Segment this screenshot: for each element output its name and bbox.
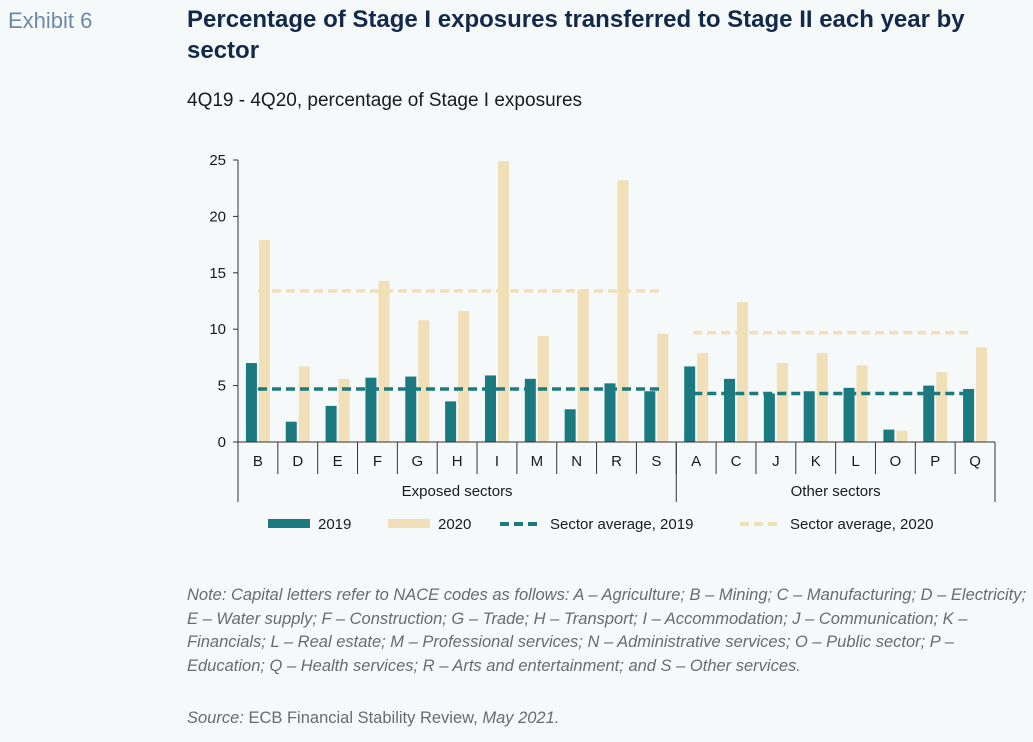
bar-2020 [298,366,310,442]
bar-2020 [378,280,390,442]
legend-label: 2019 [318,516,351,533]
bar-2020 [816,352,828,442]
bar-2019 [883,429,895,442]
y-tick-label: 25 [209,152,226,169]
legend-swatch [268,519,310,528]
y-tick-label: 20 [209,208,226,225]
bar-2019 [644,391,656,442]
x-tick-label: B [253,453,263,470]
chart-note: Note: Capital letters refer to NACE code… [187,586,1027,675]
bar-2019 [724,378,736,442]
x-tick-label: M [531,453,544,470]
legend-label: Sector average, 2019 [550,516,693,533]
y-tick-label: 15 [209,265,226,282]
bar-2019 [524,378,536,442]
x-tick-label: J [772,453,780,470]
bar-chart: 0 5 10 15 20 25 B D E F G H I M N R S A C J K L O P Q Exposed sec… [209,152,996,533]
x-tick-label: D [292,453,303,470]
x-tick-label: Q [969,453,981,470]
bar-2019 [564,409,576,442]
x-tick-label: I [495,453,499,470]
y-tick-label: 0 [218,434,226,451]
x-tick-label: R [611,453,622,470]
bar-2020 [657,333,669,442]
legend-label: Sector average, 2020 [790,516,933,533]
group-label: Other sectors [791,483,881,500]
group-label: Exposed sectors [402,483,513,500]
bar-2020 [976,347,988,442]
bar-2020 [258,240,270,442]
bar-2019 [963,388,975,442]
bar-2020 [577,289,589,442]
y-tick-label: 10 [209,321,226,338]
bar-2019 [484,375,496,442]
x-tick-label: S [651,453,661,470]
x-tick-label: F [373,453,382,470]
bar-2020 [458,311,470,442]
x-tick-label: H [452,453,463,470]
x-tick-label: P [930,453,940,470]
source-date: May 2021. [482,709,560,727]
bar-2019 [803,391,815,442]
bar-2019 [405,376,417,442]
x-tick-label: E [333,453,343,470]
bar-2020 [697,352,709,442]
bar-2019 [843,387,855,442]
bar-2020 [338,378,350,442]
chart-title: Percentage of Stage I exposures transfer… [187,6,965,64]
x-tick-label: O [890,453,902,470]
y-tick-label: 5 [218,378,226,395]
bar-2020 [418,320,430,442]
bar-2019 [365,377,377,442]
x-tick-label: N [571,453,582,470]
chart-source: Source: ECB Financial Stability Review, … [187,709,559,728]
x-tick-label: G [411,453,423,470]
x-tick-label: K [811,453,821,470]
source-text: ECB Financial Stability Review, [248,709,478,727]
bar-2020 [617,180,629,442]
bar-2019 [923,385,935,442]
bar-2019 [763,393,775,442]
bar-2019 [245,363,257,442]
bar-2020 [856,365,868,442]
source-label: Source: [187,709,244,727]
bar-2020 [737,302,749,442]
bar-2020 [497,161,509,443]
x-tick-label: C [731,453,742,470]
x-tick-label: A [691,453,701,470]
bar-2019 [285,421,297,442]
bar-2020 [776,363,788,442]
bar-2019 [325,405,337,442]
x-tick-label: L [851,453,859,470]
legend-label: 2020 [438,516,471,533]
bar-2019 [604,383,616,442]
bar-2020 [896,430,908,442]
chart-subtitle: 4Q19 - 4Q20, percentage of Stage I expos… [187,90,583,111]
bar-2019 [684,366,696,442]
bar-2020 [936,372,948,442]
legend-swatch [388,519,430,528]
exhibit-label: Exhibit 6 [8,8,93,33]
bar-2019 [445,401,457,442]
